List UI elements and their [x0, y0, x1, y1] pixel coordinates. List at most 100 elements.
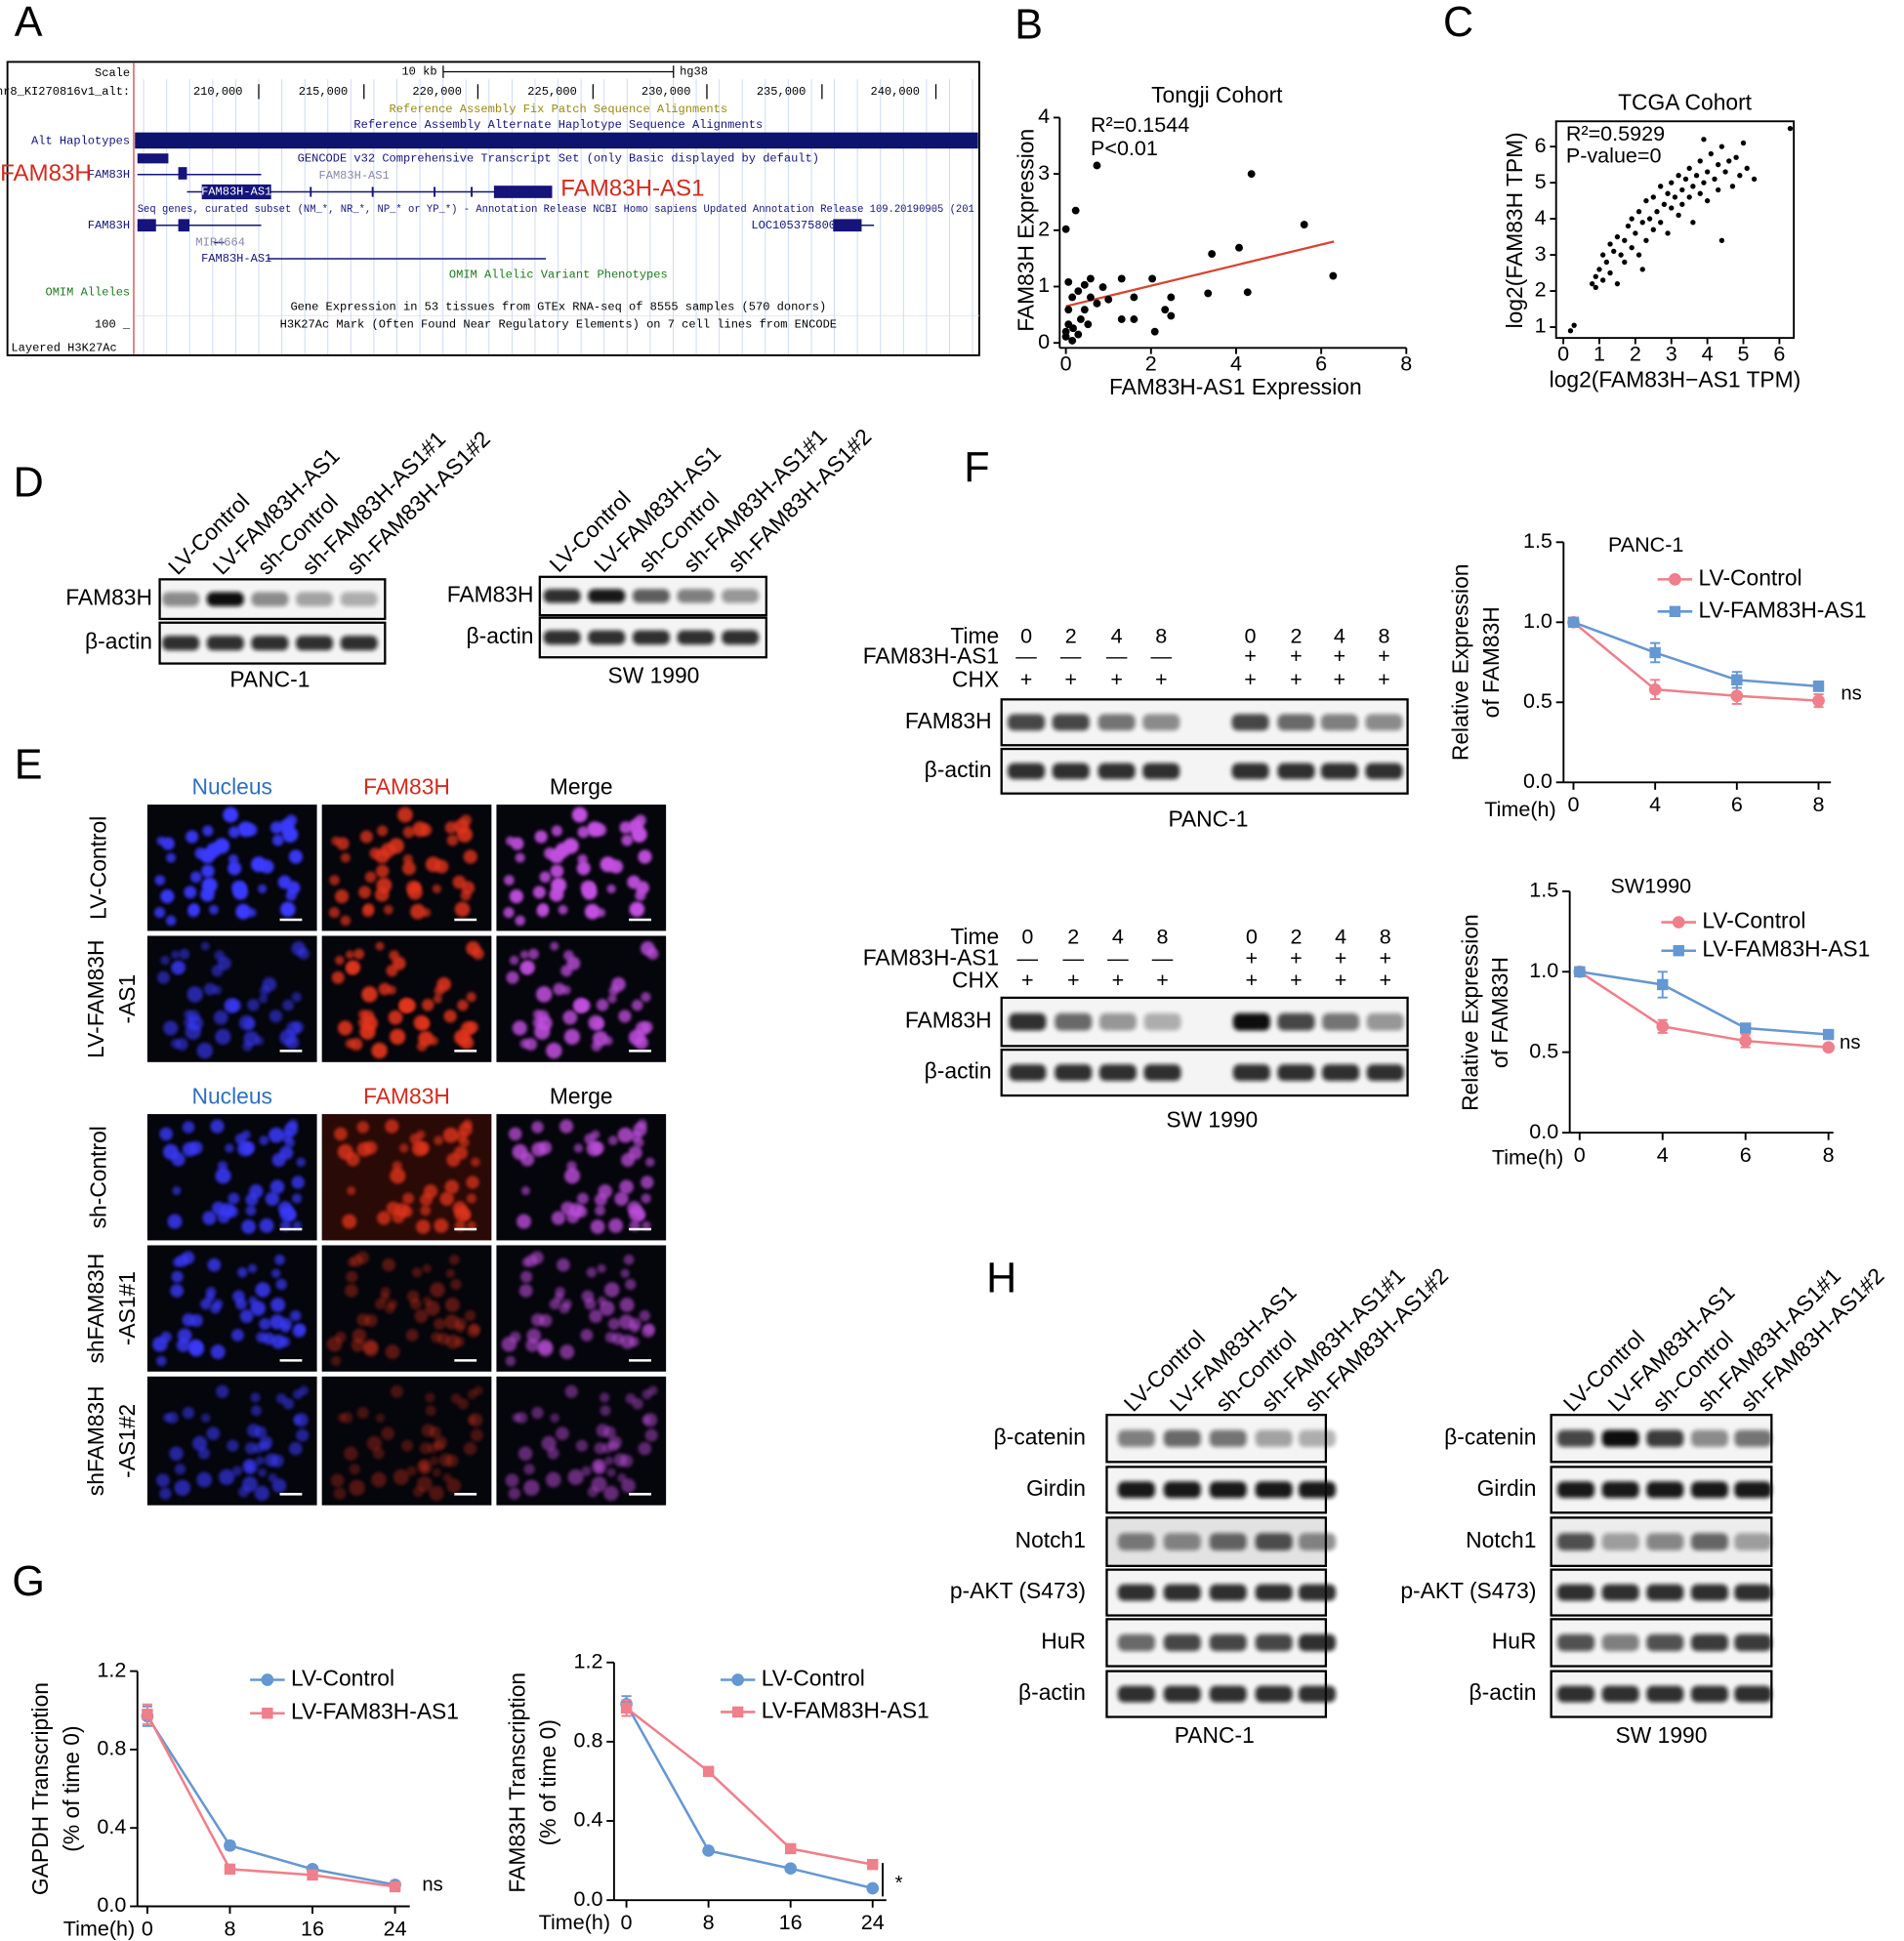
blot-band: [1556, 1633, 1595, 1652]
cell-nucleus: [227, 1439, 239, 1452]
cell-nucleus: [597, 908, 606, 918]
data-point: [1148, 274, 1157, 283]
cell-nucleus: [239, 1309, 254, 1324]
cell-nucleus: [393, 1468, 410, 1486]
cell-nucleus: [220, 1203, 235, 1218]
y-tick-label: 0.4: [97, 1814, 126, 1838]
cell-nucleus: [201, 864, 215, 878]
browser-text: 100 _: [95, 317, 131, 331]
data-point: [1071, 206, 1080, 215]
blot-band: [1008, 714, 1046, 731]
cell-nucleus: [425, 1405, 436, 1417]
cell-nucleus: [390, 1028, 406, 1045]
panel-letter: A: [15, 0, 43, 46]
legend-marker: [731, 1673, 744, 1686]
legend-label: LV-FAM83H-AS1: [291, 1699, 459, 1724]
cell-nucleus: [537, 1341, 554, 1357]
blot-band: [1601, 1429, 1639, 1447]
cell-nucleus: [608, 1435, 622, 1450]
condition-value: 4: [1111, 624, 1123, 648]
panel-letter: E: [15, 741, 43, 788]
blot-band: [1601, 1685, 1639, 1703]
plot-frame: [1554, 120, 1796, 340]
data-point: [1733, 154, 1739, 160]
data-point: [1571, 322, 1577, 328]
data-point: [307, 1869, 318, 1881]
condition-label: FAM83H-AS1: [863, 945, 999, 970]
cell-nucleus: [603, 1425, 616, 1439]
cell-nucleus: [620, 1268, 630, 1278]
row-label: -AS1: [114, 974, 140, 1024]
condition-label: Time: [950, 623, 999, 648]
blot-band: [1209, 1533, 1247, 1551]
cell-nucleus: [277, 875, 292, 889]
blot-band: [543, 589, 581, 603]
x-axis-label: FAM83H-AS1 Expression: [1109, 374, 1362, 399]
condition-value: 0: [1246, 925, 1258, 949]
cell-line-label: SW 1990: [608, 663, 700, 688]
cell-nucleus: [575, 1439, 588, 1452]
channel-header: Nucleus: [192, 774, 272, 800]
cell-nucleus: [460, 1210, 472, 1220]
cell-nucleus: [166, 852, 177, 863]
cell-nucleus: [207, 1258, 222, 1272]
cell-nucleus: [589, 1309, 603, 1324]
data-point: [1093, 299, 1101, 308]
cell-nucleus: [250, 1392, 261, 1403]
blot-band: [1163, 1584, 1201, 1601]
cell-nucleus: [446, 834, 459, 847]
cell-nucleus: [432, 1467, 441, 1477]
cell-nucleus: [394, 1203, 409, 1218]
cell-nucleus: [532, 886, 546, 899]
cell-nucleus: [641, 992, 651, 1003]
cell-nucleus: [174, 1479, 191, 1497]
blot-band: [1299, 1584, 1337, 1601]
cell-nucleus: [518, 1284, 533, 1298]
blot-band: [1098, 1064, 1137, 1082]
cell-nucleus: [210, 1344, 226, 1360]
cell-nucleus: [170, 961, 185, 975]
blot-band: [1601, 1481, 1639, 1499]
data-point: [1080, 280, 1089, 289]
blot-band: [1209, 1584, 1247, 1601]
cell-nucleus: [420, 1205, 432, 1217]
cell-nucleus: [185, 1023, 201, 1040]
cell-nucleus: [531, 1406, 544, 1420]
cell-nucleus: [425, 1301, 440, 1316]
cell-nucleus: [515, 852, 525, 863]
x-tick-label: 0: [1060, 351, 1072, 376]
blot-band: [1143, 1012, 1181, 1031]
cell-nucleus: [545, 1471, 561, 1488]
cell-nucleus: [553, 982, 566, 996]
cell-nucleus: [551, 877, 567, 893]
cell-nucleus: [335, 1331, 347, 1343]
cell-nucleus: [595, 1205, 605, 1217]
blot-band: [1163, 1481, 1201, 1499]
panel-letter: F: [964, 444, 989, 491]
blot-band: [1690, 1584, 1728, 1601]
cell-nucleus: [340, 852, 351, 863]
data-point: [1718, 144, 1725, 149]
data-point: [1593, 284, 1598, 291]
cell-nucleus: [374, 848, 390, 864]
blot-row-label: β-catenin: [994, 1424, 1086, 1449]
cell-nucleus: [419, 1442, 432, 1455]
blot-row-label: β-catenin: [1444, 1424, 1536, 1449]
x-tick-label: 4: [1649, 792, 1661, 816]
cell-nucleus: [182, 1313, 195, 1327]
condition-value: +: [1378, 667, 1390, 691]
y-axis-label: (% of time 0): [59, 1725, 84, 1851]
blot-band: [677, 589, 715, 603]
cell-nucleus: [349, 1464, 360, 1475]
condition-value: —: [1152, 945, 1174, 970]
cell-nucleus: [284, 1136, 296, 1148]
blot-band: [1556, 1429, 1595, 1447]
blot-row-label: HuR: [1492, 1628, 1537, 1653]
data-point: [1622, 259, 1628, 266]
cell-nucleus: [434, 1435, 448, 1450]
cell-nucleus: [633, 1122, 647, 1137]
cell-nucleus: [156, 1355, 167, 1367]
browser-text: 235,000: [757, 85, 807, 99]
condition-value: —: [1015, 643, 1037, 668]
browser-text: chr8_KI270816v1_alt:: [0, 85, 130, 99]
